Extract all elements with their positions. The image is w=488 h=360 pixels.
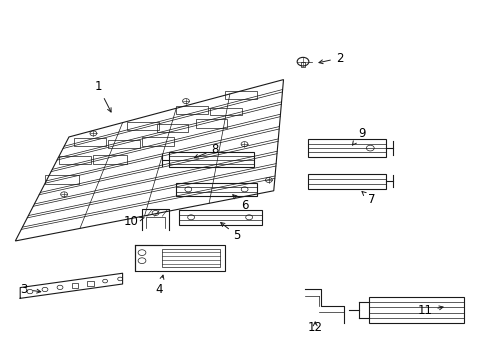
Bar (176, 106, 207, 114)
Bar (59, 156, 91, 164)
Bar (300, 62, 305, 67)
Bar (162, 249, 220, 267)
Bar (307, 139, 385, 157)
Bar (210, 108, 242, 116)
Bar (127, 122, 159, 130)
Text: 6: 6 (232, 195, 248, 212)
Text: 7: 7 (361, 192, 374, 206)
Text: 2: 2 (318, 51, 343, 64)
Bar (74, 138, 105, 146)
Bar (368, 297, 463, 323)
Bar (72, 283, 78, 288)
Bar (135, 244, 224, 271)
Text: 11: 11 (417, 305, 442, 318)
Bar (93, 155, 127, 164)
Bar (307, 174, 385, 189)
Text: 5: 5 (220, 222, 241, 242)
Bar (86, 281, 93, 286)
Bar (142, 137, 173, 146)
Bar (168, 152, 254, 167)
Bar (195, 119, 227, 128)
Bar (44, 175, 79, 184)
Text: 4: 4 (155, 275, 163, 296)
Text: 8: 8 (194, 143, 219, 158)
Text: 1: 1 (94, 80, 111, 112)
Text: 9: 9 (352, 127, 365, 145)
Bar (178, 210, 261, 225)
Text: 10: 10 (123, 215, 144, 228)
Bar (157, 124, 188, 132)
Bar (176, 183, 256, 196)
Bar (224, 91, 256, 99)
Text: 12: 12 (307, 320, 322, 333)
Text: 3: 3 (20, 283, 41, 296)
Bar (108, 140, 140, 148)
